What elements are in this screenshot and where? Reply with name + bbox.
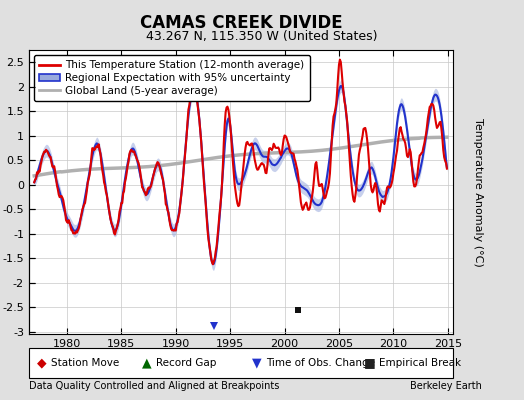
- Legend: This Temperature Station (12-month average), Regional Expectation with 95% uncer: This Temperature Station (12-month avera…: [34, 55, 310, 101]
- Text: ◆: ◆: [37, 356, 47, 370]
- Y-axis label: Temperature Anomaly (°C): Temperature Anomaly (°C): [473, 118, 483, 266]
- Text: Time of Obs. Change: Time of Obs. Change: [266, 358, 375, 368]
- Text: ▼: ▼: [252, 356, 261, 370]
- Text: Record Gap: Record Gap: [156, 358, 216, 368]
- Text: Berkeley Earth: Berkeley Earth: [410, 381, 482, 391]
- Text: 43.267 N, 115.350 W (United States): 43.267 N, 115.350 W (United States): [146, 30, 378, 43]
- Text: ■: ■: [364, 356, 375, 370]
- Text: Station Move: Station Move: [51, 358, 119, 368]
- Text: Empirical Break: Empirical Break: [379, 358, 461, 368]
- Text: ▲: ▲: [142, 356, 151, 370]
- Text: Data Quality Controlled and Aligned at Breakpoints: Data Quality Controlled and Aligned at B…: [29, 381, 279, 391]
- Title: CAMAS CREEK DIVIDE: CAMAS CREEK DIVIDE: [140, 14, 342, 32]
